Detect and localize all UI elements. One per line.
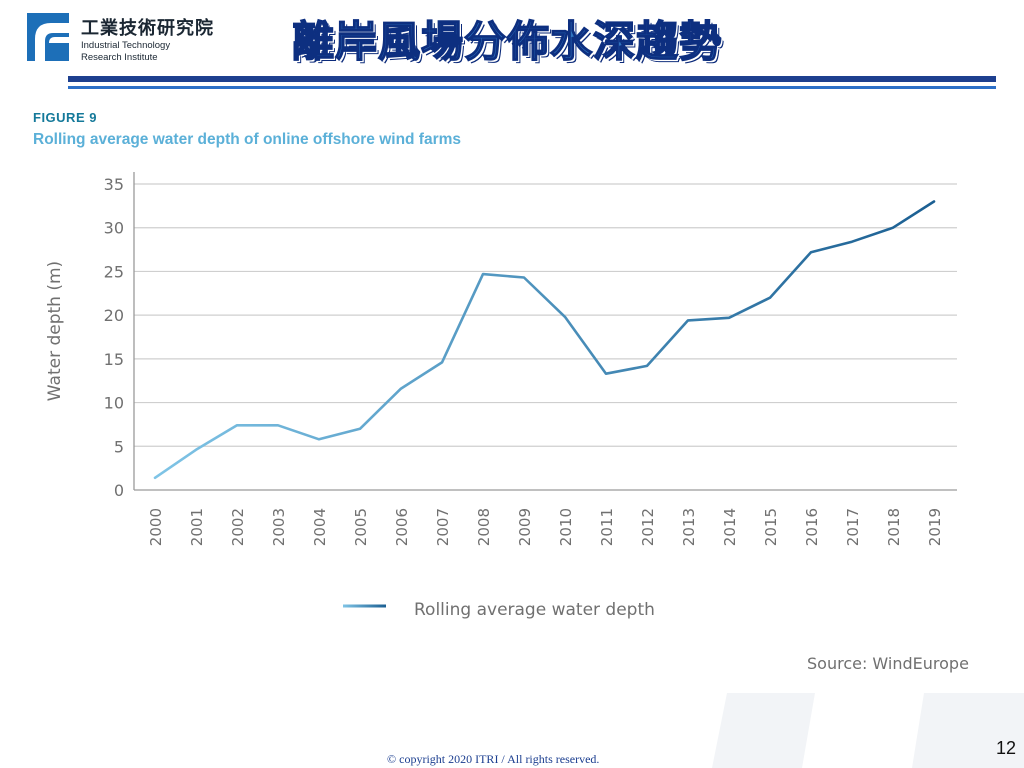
y-tick-label: 25 [104,262,124,281]
x-tick-label: 2018 [885,508,903,546]
x-tick-label: 2014 [721,508,739,546]
x-tick-label: 2016 [803,508,821,546]
header-rule-thin [68,86,996,89]
x-tick-label: 2004 [311,508,329,546]
copyright-notice: © copyright 2020 ITRI / All rights reser… [387,752,600,766]
itri-logo: 工業技術研究院 Industrial Technology Research I… [27,13,213,65]
x-tick-label: 2011 [598,508,616,546]
logo-name-english: Industrial Technology Research Institute [81,40,170,64]
y-tick-label: 15 [104,350,124,369]
x-axis-ticks: 2000 2001 2002 2003 2004 2005 2006 2007 2008 2009… [147,508,944,546]
x-tick-label: 2006 [393,508,411,546]
source-note: Source: WindEurope [807,654,969,673]
x-tick-label: 2012 [639,508,657,546]
x-tick-label: 2001 [188,508,206,546]
y-axis-ticks: 0 5 10 15 20 25 30 35 [104,175,124,500]
x-tick-label: 2007 [434,508,452,546]
legend-label: Rolling average water depth [414,600,655,620]
x-tick-label: 2008 [475,508,493,546]
figure-label: FIGURE 9 [33,110,97,125]
x-tick-label: 2013 [680,508,698,546]
deco-shape-right [912,693,1024,768]
x-tick-label: 2019 [926,508,944,546]
y-tick-label: 5 [114,437,124,456]
itri-logo-icon [27,13,69,61]
gridlines [134,183,957,447]
x-tick-label: 2017 [844,508,862,546]
header-rule-thick [68,76,996,82]
x-tick-label: 2000 [147,508,165,546]
y-axis-label: Water depth (m) [45,261,65,401]
logo-name-chinese: 工業技術研究院 [81,18,214,39]
logo-name-english-line2: Research Institute [81,52,158,63]
y-tick-label: 35 [104,175,124,194]
figure-title: Rolling average water depth of online of… [33,131,462,148]
y-tick-label: 10 [104,394,124,413]
y-tick-label: 20 [104,306,124,325]
y-tick-label: 30 [104,219,124,238]
page-number: 12 [996,738,1017,758]
x-tick-label: 2010 [557,508,575,546]
logo-name-english-line1: Industrial Technology [81,40,171,51]
x-tick-label: 2005 [352,508,370,546]
x-tick-label: 2009 [516,508,534,546]
x-tick-label: 2002 [229,508,247,546]
y-tick-label: 0 [114,481,124,500]
deco-shape-left [712,693,815,768]
x-tick-label: 2003 [270,508,288,546]
x-tick-label: 2015 [762,508,780,546]
slide-title: 離岸風場分佈水深趨勢 [291,16,723,67]
series-line-rolling-average [153,200,936,480]
